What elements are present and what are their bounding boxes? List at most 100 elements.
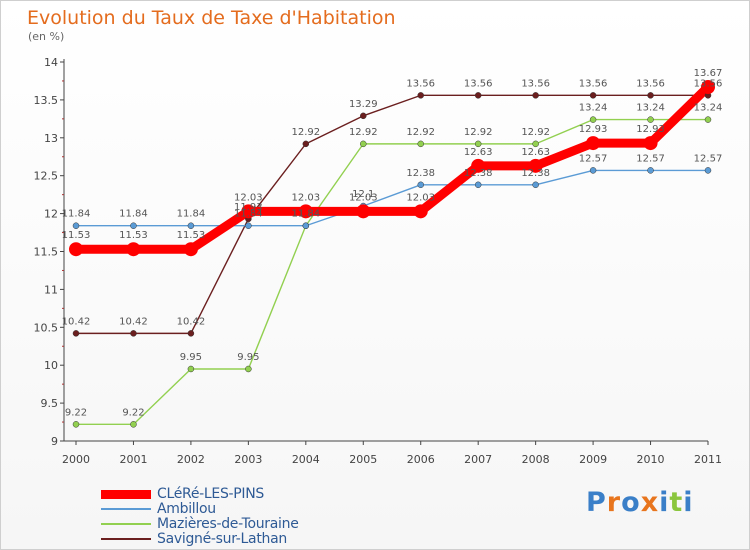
data-label: 12.03 xyxy=(349,192,378,203)
y-tick-label: 13.5 xyxy=(34,94,59,107)
data-point xyxy=(187,222,195,229)
data-label: 12.63 xyxy=(464,147,493,158)
data-label: 13.24 xyxy=(694,103,723,114)
data-label: 9.22 xyxy=(65,407,87,418)
x-tick-label: 2006 xyxy=(407,453,435,466)
data-label: 12.03 xyxy=(291,192,320,203)
data-point xyxy=(647,116,654,123)
series-points xyxy=(69,80,715,428)
data-point xyxy=(643,136,658,151)
data-point xyxy=(471,158,486,173)
data-point xyxy=(474,92,482,99)
data-point xyxy=(72,330,80,337)
brand-letter: t xyxy=(669,487,684,518)
data-label: 12.57 xyxy=(694,153,723,164)
legend-swatch xyxy=(101,523,151,525)
legend-swatch xyxy=(101,508,151,510)
data-point xyxy=(474,181,482,189)
data-label: 11.84 xyxy=(234,209,263,220)
data-label: 13.56 xyxy=(406,78,435,89)
x-tick-label: 2011 xyxy=(694,453,722,466)
legend-label: Ambillou xyxy=(157,501,216,517)
x-tick-label: 2001 xyxy=(119,453,147,466)
data-point xyxy=(356,204,371,219)
legend-label: Savigné-sur-Lathan xyxy=(157,531,287,547)
chart-unit: (en %) xyxy=(28,30,65,43)
data-label: 13.56 xyxy=(694,78,723,89)
data-point xyxy=(647,167,654,174)
data-label: 12.92 xyxy=(464,127,493,138)
data-point xyxy=(302,222,310,229)
data-label: 12.92 xyxy=(521,127,550,138)
data-point xyxy=(704,167,712,174)
data-label: 12.93 xyxy=(579,124,608,135)
data-label: 12.03 xyxy=(406,192,435,203)
axes: 9 9.5 10 10.5 11 11.5 12 12.5 13 13.5 14 2000 2001 20… xyxy=(34,56,723,466)
y-tick-label: 12.5 xyxy=(34,170,59,183)
legend-label: Mazières-de-Touraine xyxy=(157,516,299,532)
x-tick-label: 2005 xyxy=(349,453,377,466)
legend-swatch xyxy=(101,489,151,499)
legend: CLéRé-LES-PINS Ambillou Mazières-de-Tourai… xyxy=(101,487,299,547)
data-point xyxy=(532,92,539,99)
data-label: 12.93 xyxy=(636,124,665,135)
y-tick-label: 10.5 xyxy=(34,321,59,334)
data-label: 12.38 xyxy=(464,168,493,179)
data-point xyxy=(298,204,313,219)
data-point xyxy=(589,167,597,174)
data-point xyxy=(130,330,137,337)
data-label: 12.03 xyxy=(234,192,263,203)
data-label: 13.24 xyxy=(579,103,608,114)
data-point xyxy=(701,80,715,95)
data-point xyxy=(245,222,252,229)
data-label: 13.29 xyxy=(349,99,378,110)
data-label: 13.56 xyxy=(636,78,665,89)
data-label: 11.53 xyxy=(62,230,91,241)
legend-item: Savigné-sur-Lathan xyxy=(101,532,299,547)
x-tick-label: 2010 xyxy=(637,453,665,466)
chart-title: Evolution du Taux de Taxe d'Habitation xyxy=(27,7,396,29)
data-label: 11.53 xyxy=(177,230,206,241)
series-line xyxy=(75,118,709,426)
brand-letter: i xyxy=(659,487,670,518)
data-point xyxy=(647,92,654,99)
y-tick-label: 14 xyxy=(44,56,58,69)
y-tick-label: 12 xyxy=(44,208,58,221)
data-label: 11.53 xyxy=(119,230,148,241)
data-point xyxy=(528,158,543,173)
y-tick-label: 11.5 xyxy=(34,246,59,259)
series-line xyxy=(71,82,713,254)
data-point xyxy=(417,92,424,99)
legend-item: Mazières-de-Touraine xyxy=(101,517,299,532)
x-tick-label: 2003 xyxy=(234,453,262,466)
data-label: 9.95 xyxy=(237,352,259,363)
legend-swatch xyxy=(101,538,151,540)
brand-letter: x xyxy=(640,487,660,518)
x-tick-label: 2000 xyxy=(62,453,90,466)
data-label: 11.84 xyxy=(291,209,320,220)
data-label: 11.84 xyxy=(291,209,320,220)
series-line xyxy=(75,94,709,335)
data-label: 12.57 xyxy=(579,153,608,164)
data-point xyxy=(474,140,482,148)
data-point xyxy=(586,136,601,151)
data-point xyxy=(417,140,424,148)
data-labels: 10.42 10.42 10.42 11.93 12.92 13.29 13.56 13.56… xyxy=(62,68,723,418)
data-point xyxy=(532,181,539,189)
y-tick-label: 11 xyxy=(44,283,58,296)
data-point xyxy=(126,242,141,257)
data-label: 12.38 xyxy=(406,168,435,179)
brand-logo: Proxiti xyxy=(586,487,694,518)
brand-letter: P xyxy=(586,487,607,518)
data-point xyxy=(532,140,539,148)
data-label: 11.84 xyxy=(119,209,148,220)
data-label: 13.56 xyxy=(579,78,608,89)
data-point xyxy=(245,365,252,373)
data-label: 12.63 xyxy=(521,147,550,158)
data-label: 12.1 xyxy=(352,189,374,200)
y-tick-label: 10 xyxy=(44,359,58,372)
data-point xyxy=(360,112,367,120)
data-point xyxy=(72,222,80,229)
x-tick-label: 2008 xyxy=(522,453,550,466)
legend-item: Ambillou xyxy=(101,502,299,517)
